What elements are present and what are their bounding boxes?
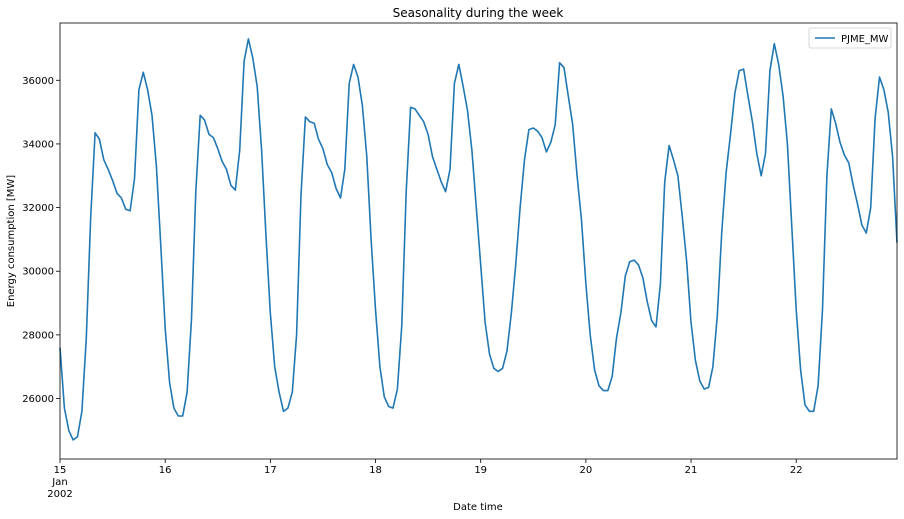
y-axis-label: Energy consumption [MW] <box>6 175 17 308</box>
series-line-pjme-mw <box>59 38 898 441</box>
legend-label: PJME_MW <box>841 34 889 45</box>
x-tick-label: 17 <box>264 465 277 476</box>
y-axis: 26000 28000 30000 32000 34000 36000 <box>22 76 60 405</box>
x-tick-label: 2002 <box>47 489 72 500</box>
x-tick-label: 21 <box>685 465 698 476</box>
y-tick-label: 28000 <box>22 330 54 341</box>
x-tick-label: 18 <box>369 465 382 476</box>
y-tick-label: 26000 <box>22 394 54 405</box>
y-tick-label: 30000 <box>22 267 54 278</box>
y-tick-label: 36000 <box>22 76 54 87</box>
x-axis-label: Date time <box>453 502 503 513</box>
plot-frame <box>59 22 898 460</box>
x-tick-label: Jan <box>51 477 67 488</box>
y-tick-label: 32000 <box>22 203 54 214</box>
legend-box <box>808 27 892 49</box>
series-layer <box>59 38 898 441</box>
chart-title: Seasonality during the week <box>393 6 564 20</box>
x-tick-label: 20 <box>579 465 592 476</box>
y-tick-label: 34000 <box>22 139 54 150</box>
x-tick-label: 22 <box>790 465 803 476</box>
legend: PJME_MW <box>808 27 892 49</box>
x-tick-label: 16 <box>159 465 172 476</box>
x-tick-label: 15 <box>54 465 67 476</box>
x-tick-label: 19 <box>474 465 487 476</box>
